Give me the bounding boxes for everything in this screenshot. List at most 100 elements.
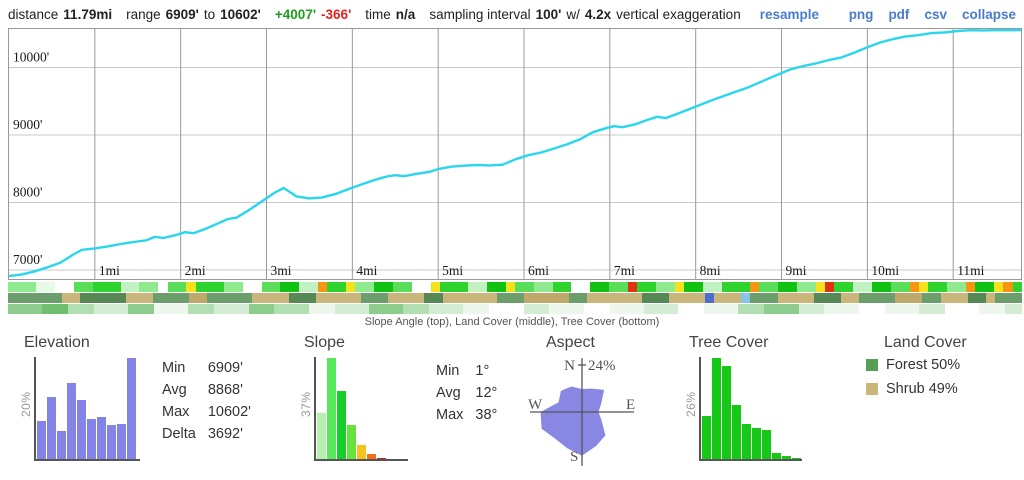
strip-segment [189,293,208,303]
stat-value: 38° [475,407,498,423]
elevation-axis-max-label: 20% [19,391,33,417]
strip-segment [871,282,891,292]
tree-cover-strip[interactable] [8,304,1023,314]
strip-segment [813,293,841,303]
land-cover-legend: Forest 50% Shrub 49% [866,357,960,405]
svg-text:5mi: 5mi [442,263,463,278]
aspect-panel-title: Aspect [546,334,595,351]
hist-bar [107,424,116,459]
strip-segment [36,282,55,292]
strip-segment [334,304,369,314]
pdf-link[interactable]: pdf [888,6,910,22]
strip-segment [167,282,187,292]
stat-label: Min [162,360,186,376]
hist-bar [97,417,106,459]
strip-segment [859,293,896,303]
header-stat: 100' [535,6,562,22]
header-stat: vertical exaggeration [616,6,741,22]
svg-text:4mi: 4mi [356,263,377,278]
legend-label: Shrub 49% [886,381,958,397]
hist-bar [77,399,86,459]
land-cover-panel-title: Land Cover [884,334,967,351]
strip-segment [965,282,976,292]
strip-segment [702,282,722,292]
strip-segment [361,293,389,303]
strip-segment [985,293,995,303]
hist-bar [357,444,366,459]
strip-segment [8,293,63,303]
strip-segment [967,293,986,303]
png-link[interactable]: png [848,6,874,22]
strip-segment [834,282,854,292]
svg-text:1mi: 1mi [99,263,120,278]
terrain-strips [8,282,1023,315]
elevation-stats: Min 6909' Avg 8868' Max 10602' Delta 3692' [162,360,251,442]
strip-segment [54,282,74,292]
strip-segment [368,304,404,314]
stat-value: 1° [475,363,490,379]
strip-segment [759,282,779,292]
legend-row: Forest 50% [866,357,960,373]
strip-segment [489,304,524,314]
elevation-panel-title: Elevation [24,334,90,351]
header-stat: -366' [321,6,352,22]
header-stat: +4007' [274,6,317,22]
strip-segment [374,282,394,292]
strip-segment [533,282,553,292]
profile-stats: distance 11.79mi range 6909' to 10602' +4007' -… [8,7,746,22]
strip-segment [515,282,534,292]
elevation-profile-plot[interactable]: 7000' 8000' 9000' 10000' 1mi 2mi 3mi 4mi 5mi 6mi 7… [9,29,1021,279]
strip-segment [922,293,941,303]
hist-bar [792,457,801,459]
header-stat: range [126,6,161,22]
hist-bar [722,365,731,459]
strip-segment [583,304,610,314]
svg-text:9mi: 9mi [786,263,807,278]
strip-segment [505,282,516,292]
hist-bar [762,429,771,459]
legend-label: Forest 50% [886,357,961,373]
header-stat: n/a [395,6,416,22]
strip-segment [158,282,168,292]
strip-segment [641,293,669,303]
strip-segment [979,304,1005,314]
stat-label: Max [436,407,464,423]
strip-segment [655,282,675,292]
strip-segment [840,293,860,303]
strip-segment [125,293,153,303]
slope-angle-strip[interactable] [8,282,1023,292]
hist-bar [67,383,76,459]
strip-segment [721,282,750,292]
stat-value: 10602' [207,404,251,420]
strip-segment [1003,282,1013,292]
strip-segment [429,304,464,314]
collapse-link[interactable]: collapse [961,6,1016,22]
strip-segment [569,293,588,303]
strip-segment [92,282,121,292]
slope-panel-title: Slope [304,334,345,351]
strip-segment [895,293,923,303]
elevation-profile-chart[interactable]: 7000' 8000' 9000' 10000' 1mi 2mi 3mi 4mi 5mi 6mi 7… [8,28,1022,280]
strip-segment [714,293,742,303]
hist-bar [712,358,721,459]
hist-bar [752,427,761,459]
strip-segment [388,293,425,303]
strip-segment [940,293,968,303]
svg-text:8000': 8000' [13,185,42,200]
land-cover-strip[interactable] [8,293,1022,303]
csv-link[interactable]: csv [924,6,947,22]
svg-text:N: N [564,358,575,374]
legend-swatch [866,359,878,371]
tree-cover-panel-title: Tree Cover [689,334,769,351]
hist-bar [367,454,376,459]
strip-segment [424,293,443,303]
strip-segment [637,282,656,292]
strip-segment [858,304,885,314]
stat-label: Avg [436,385,461,401]
svg-text:8mi: 8mi [700,263,721,278]
strips-caption: Slope Angle (top), Land Cover (middle), … [364,316,660,328]
resample-link[interactable]: resample [759,6,819,22]
svg-text:2mi: 2mi [185,263,206,278]
strip-segment [684,282,703,292]
strip-segment [918,282,929,292]
